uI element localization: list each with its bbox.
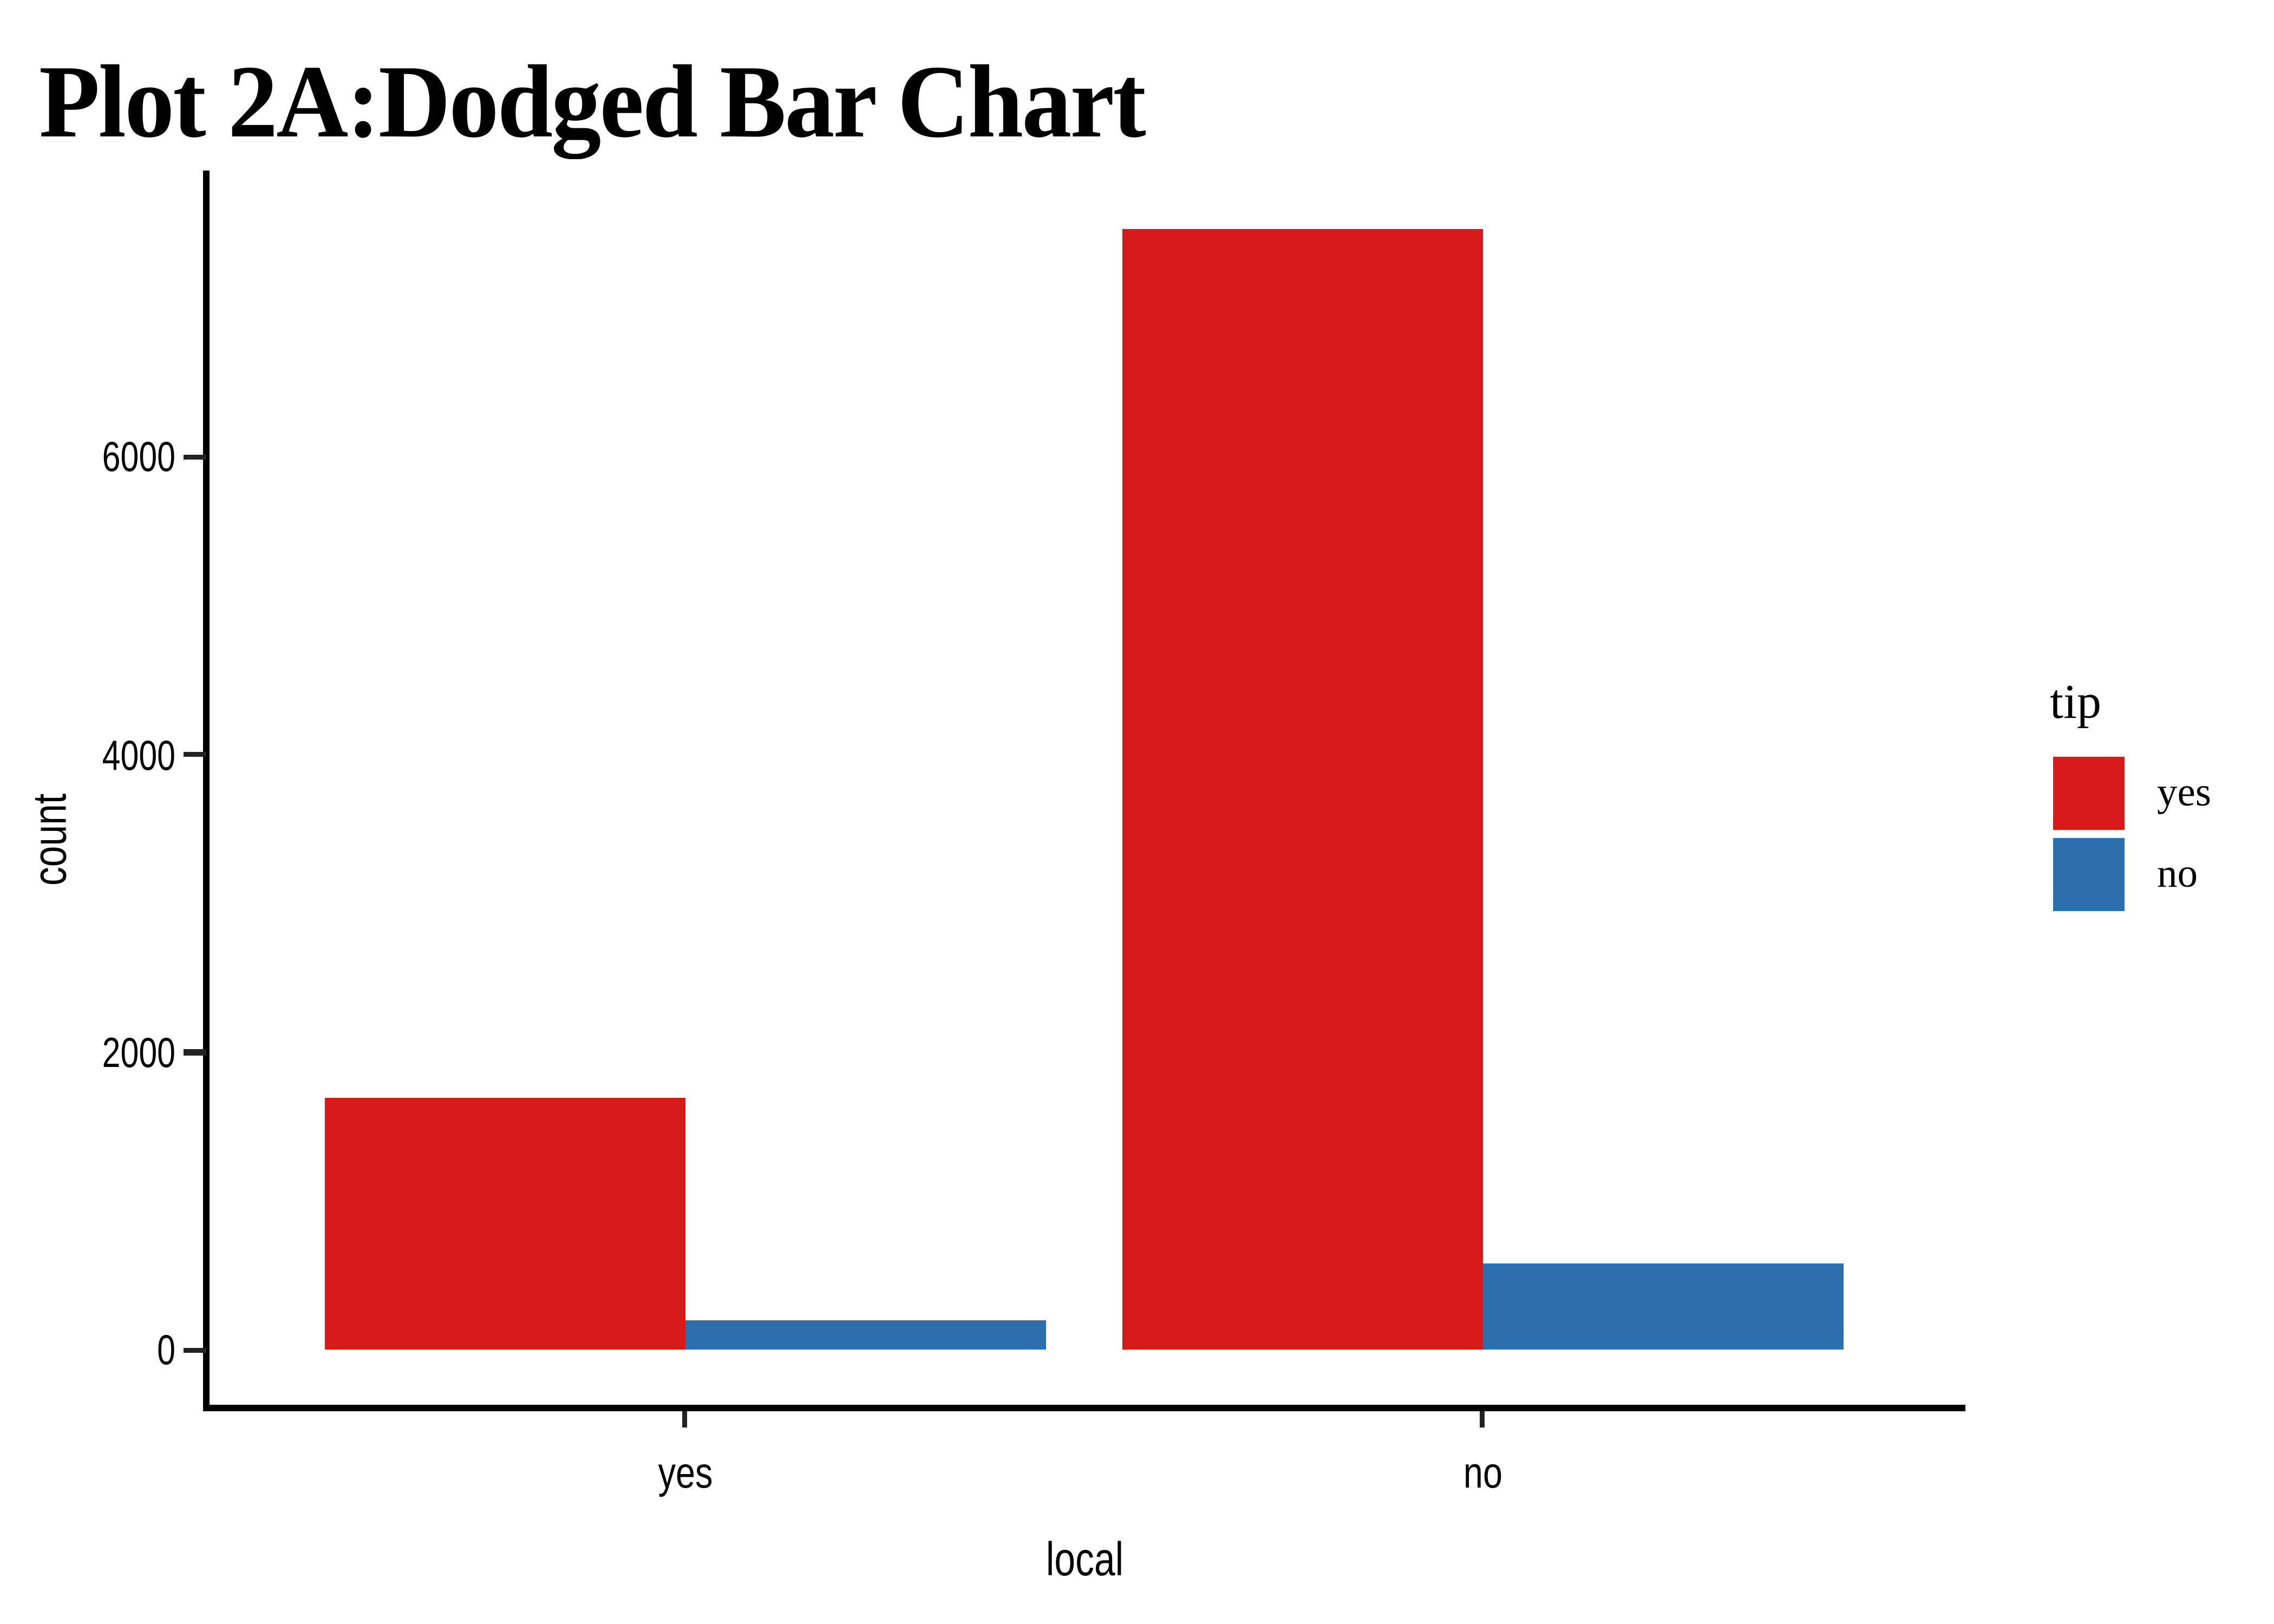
legend-swatch-no (2053, 837, 2125, 911)
y-axis-title: count (25, 793, 77, 886)
legend-label-no: no (2157, 852, 2198, 896)
x-axis-title: local (203, 1535, 1965, 1588)
x-tick-label-no: no (1462, 1449, 1502, 1497)
y-tick-label-4000: 4000 (102, 730, 175, 780)
y-tick-label-6000: 6000 (102, 433, 175, 482)
y-tick-label-2000: 2000 (102, 1028, 175, 1077)
chart-title: Plot 2A:Dodged Bar Chart (39, 44, 1146, 159)
legend-label-yes: yes (2157, 771, 2211, 815)
y-axis-line (203, 171, 210, 1412)
bar-local-yes-tip-no (685, 1320, 1046, 1350)
x-tick-label-yes: yes (657, 1449, 713, 1497)
x-tick-mark-yes (682, 1411, 688, 1428)
y-tick-mark-2000 (184, 1049, 206, 1056)
x-axis-line (202, 1405, 1965, 1412)
bar-local-no-tip-no (1482, 1263, 1844, 1350)
legend-swatch-yes (2053, 756, 2125, 830)
bar-local-no-tip-yes (1122, 229, 1483, 1350)
y-tick-mark-0 (184, 1347, 206, 1353)
bar-local-yes-tip-yes (324, 1098, 685, 1350)
x-tick-mark-no (1479, 1411, 1486, 1428)
y-tick-mark-6000 (184, 454, 206, 460)
x-axis-title-text: local (1045, 1535, 1123, 1587)
y-tick-mark-4000 (184, 751, 206, 758)
y-tick-label-0: 0 (157, 1325, 175, 1374)
legend-title: tip (2050, 676, 2102, 729)
